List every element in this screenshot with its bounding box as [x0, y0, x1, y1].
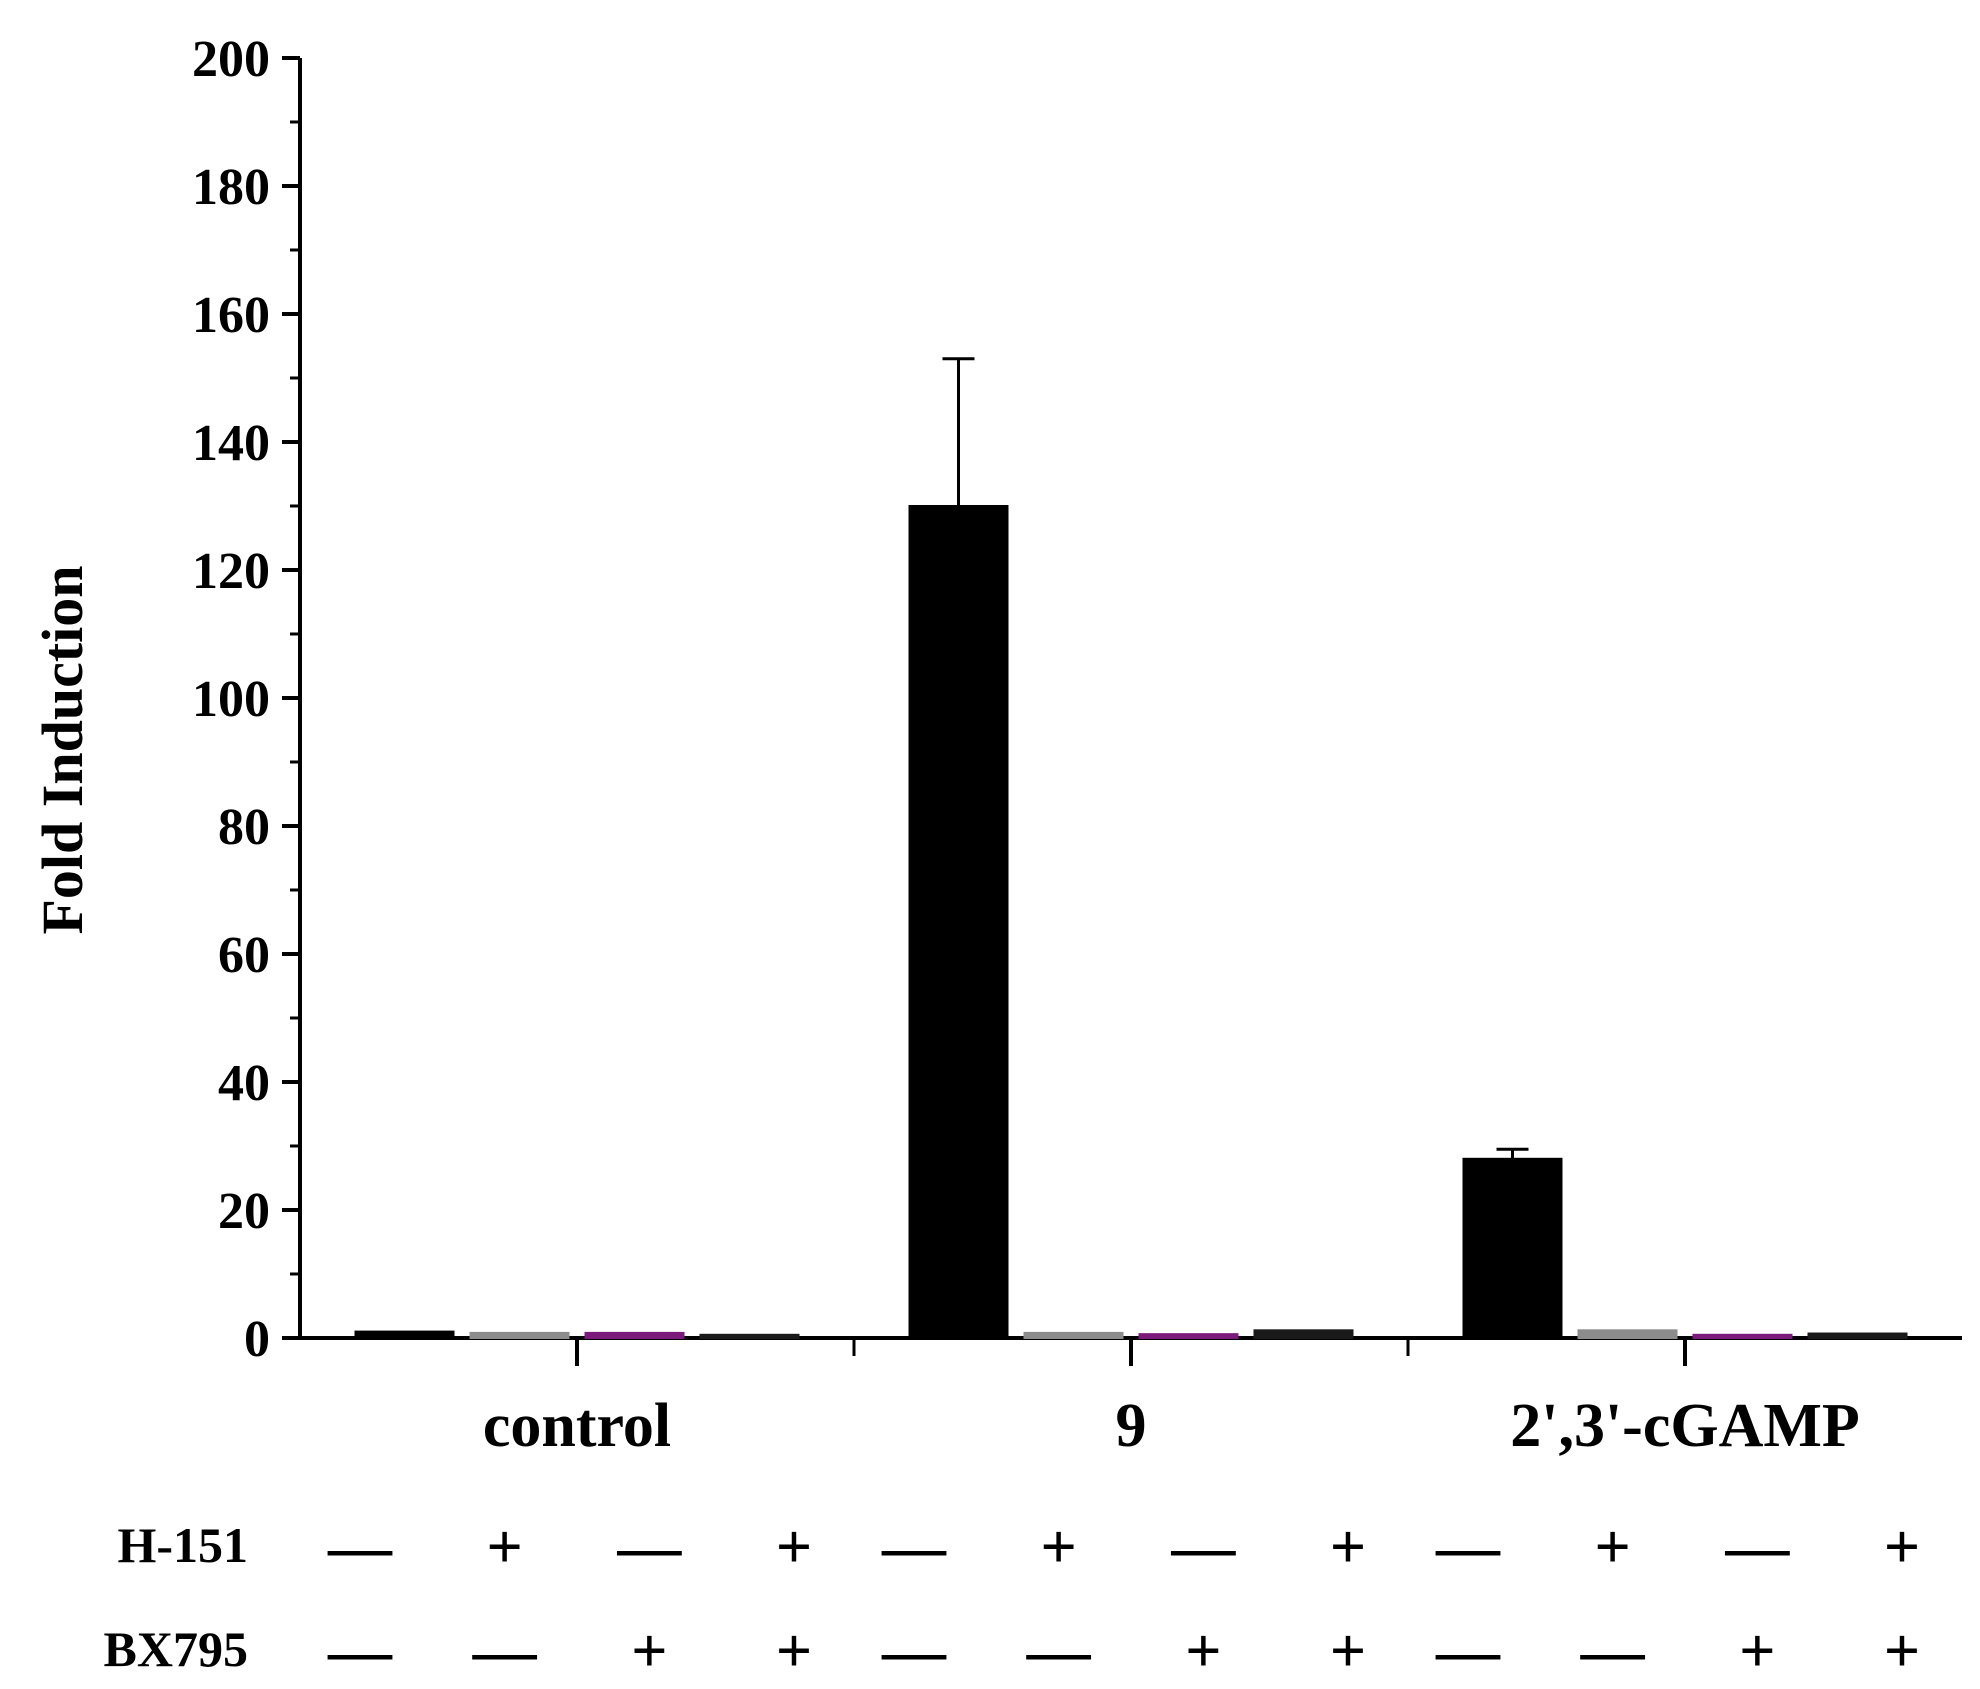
bar	[354, 1330, 455, 1339]
bar	[1692, 1333, 1793, 1340]
condition-sign: —	[327, 1615, 393, 1686]
condition-sign: —	[472, 1615, 538, 1686]
x-group-label: 2',3'-cGAMP	[1510, 1392, 1860, 1460]
bar	[1577, 1329, 1678, 1339]
condition-sign: +	[1040, 1511, 1076, 1582]
bar	[469, 1331, 570, 1340]
condition-sign: +	[776, 1511, 812, 1582]
bars	[354, 505, 1908, 1340]
bar	[1023, 1331, 1124, 1340]
x-group-labels: control 9 2',3'-cGAMP	[483, 1338, 1860, 1460]
condition-sign: —	[1435, 1511, 1501, 1582]
condition-sign: +	[1739, 1615, 1775, 1686]
bar	[1462, 1157, 1563, 1340]
bar	[1253, 1329, 1354, 1339]
y-tick-label: 160	[192, 287, 270, 344]
y-tick-label: 40	[218, 1055, 270, 1112]
bar	[584, 1331, 685, 1340]
condition-sign: —	[1435, 1615, 1501, 1686]
condition-sign: +	[1594, 1511, 1630, 1582]
condition-row-label: H-151	[117, 1517, 248, 1573]
condition-sign: +	[486, 1511, 522, 1582]
error-bars	[942, 357, 1529, 1159]
condition-sign: —	[881, 1615, 947, 1686]
condition-sign: +	[1884, 1511, 1920, 1582]
y-tick-label: 180	[192, 159, 270, 216]
y-tick-label: 100	[192, 671, 270, 728]
y-tick-label: 0	[244, 1311, 270, 1368]
y-tick-label: 140	[192, 415, 270, 472]
condition-sign: —	[1580, 1615, 1646, 1686]
condition-sign: +	[1330, 1511, 1366, 1582]
condition-sign: —	[616, 1511, 682, 1582]
y-tick-label: 20	[218, 1183, 270, 1240]
condition-sign: —	[1026, 1615, 1092, 1686]
bar	[699, 1333, 800, 1340]
y-ticks: 0 20 40 60 80 100 120 140 160 180 200	[192, 31, 300, 1368]
condition-sign: —	[881, 1511, 947, 1582]
condition-table: H-151 BX795 — — + — — + + + — — + — — + + + — — + — — + + +	[104, 1511, 1921, 1686]
bar	[1807, 1332, 1908, 1340]
condition-sign: +	[776, 1615, 812, 1686]
axes	[298, 58, 1962, 1340]
condition-sign: +	[1884, 1615, 1920, 1686]
condition-sign: —	[1170, 1511, 1236, 1582]
bar	[908, 505, 1009, 1339]
y-tick-label: 60	[218, 927, 270, 984]
x-group-label: control	[483, 1392, 671, 1460]
condition-sign: —	[1724, 1511, 1790, 1582]
x-group-label: 9	[1116, 1392, 1147, 1460]
condition-sign: —	[327, 1511, 393, 1582]
y-axis-label: Fold Induction	[30, 565, 95, 934]
condition-row-label: BX795	[104, 1621, 248, 1677]
y-tick-label: 120	[192, 543, 270, 600]
y-tick-label: 80	[218, 799, 270, 856]
condition-sign: +	[1185, 1615, 1221, 1686]
y-tick-label: 200	[192, 31, 270, 88]
condition-sign: +	[1330, 1615, 1366, 1686]
bar	[1138, 1333, 1239, 1340]
condition-sign: +	[631, 1615, 667, 1686]
